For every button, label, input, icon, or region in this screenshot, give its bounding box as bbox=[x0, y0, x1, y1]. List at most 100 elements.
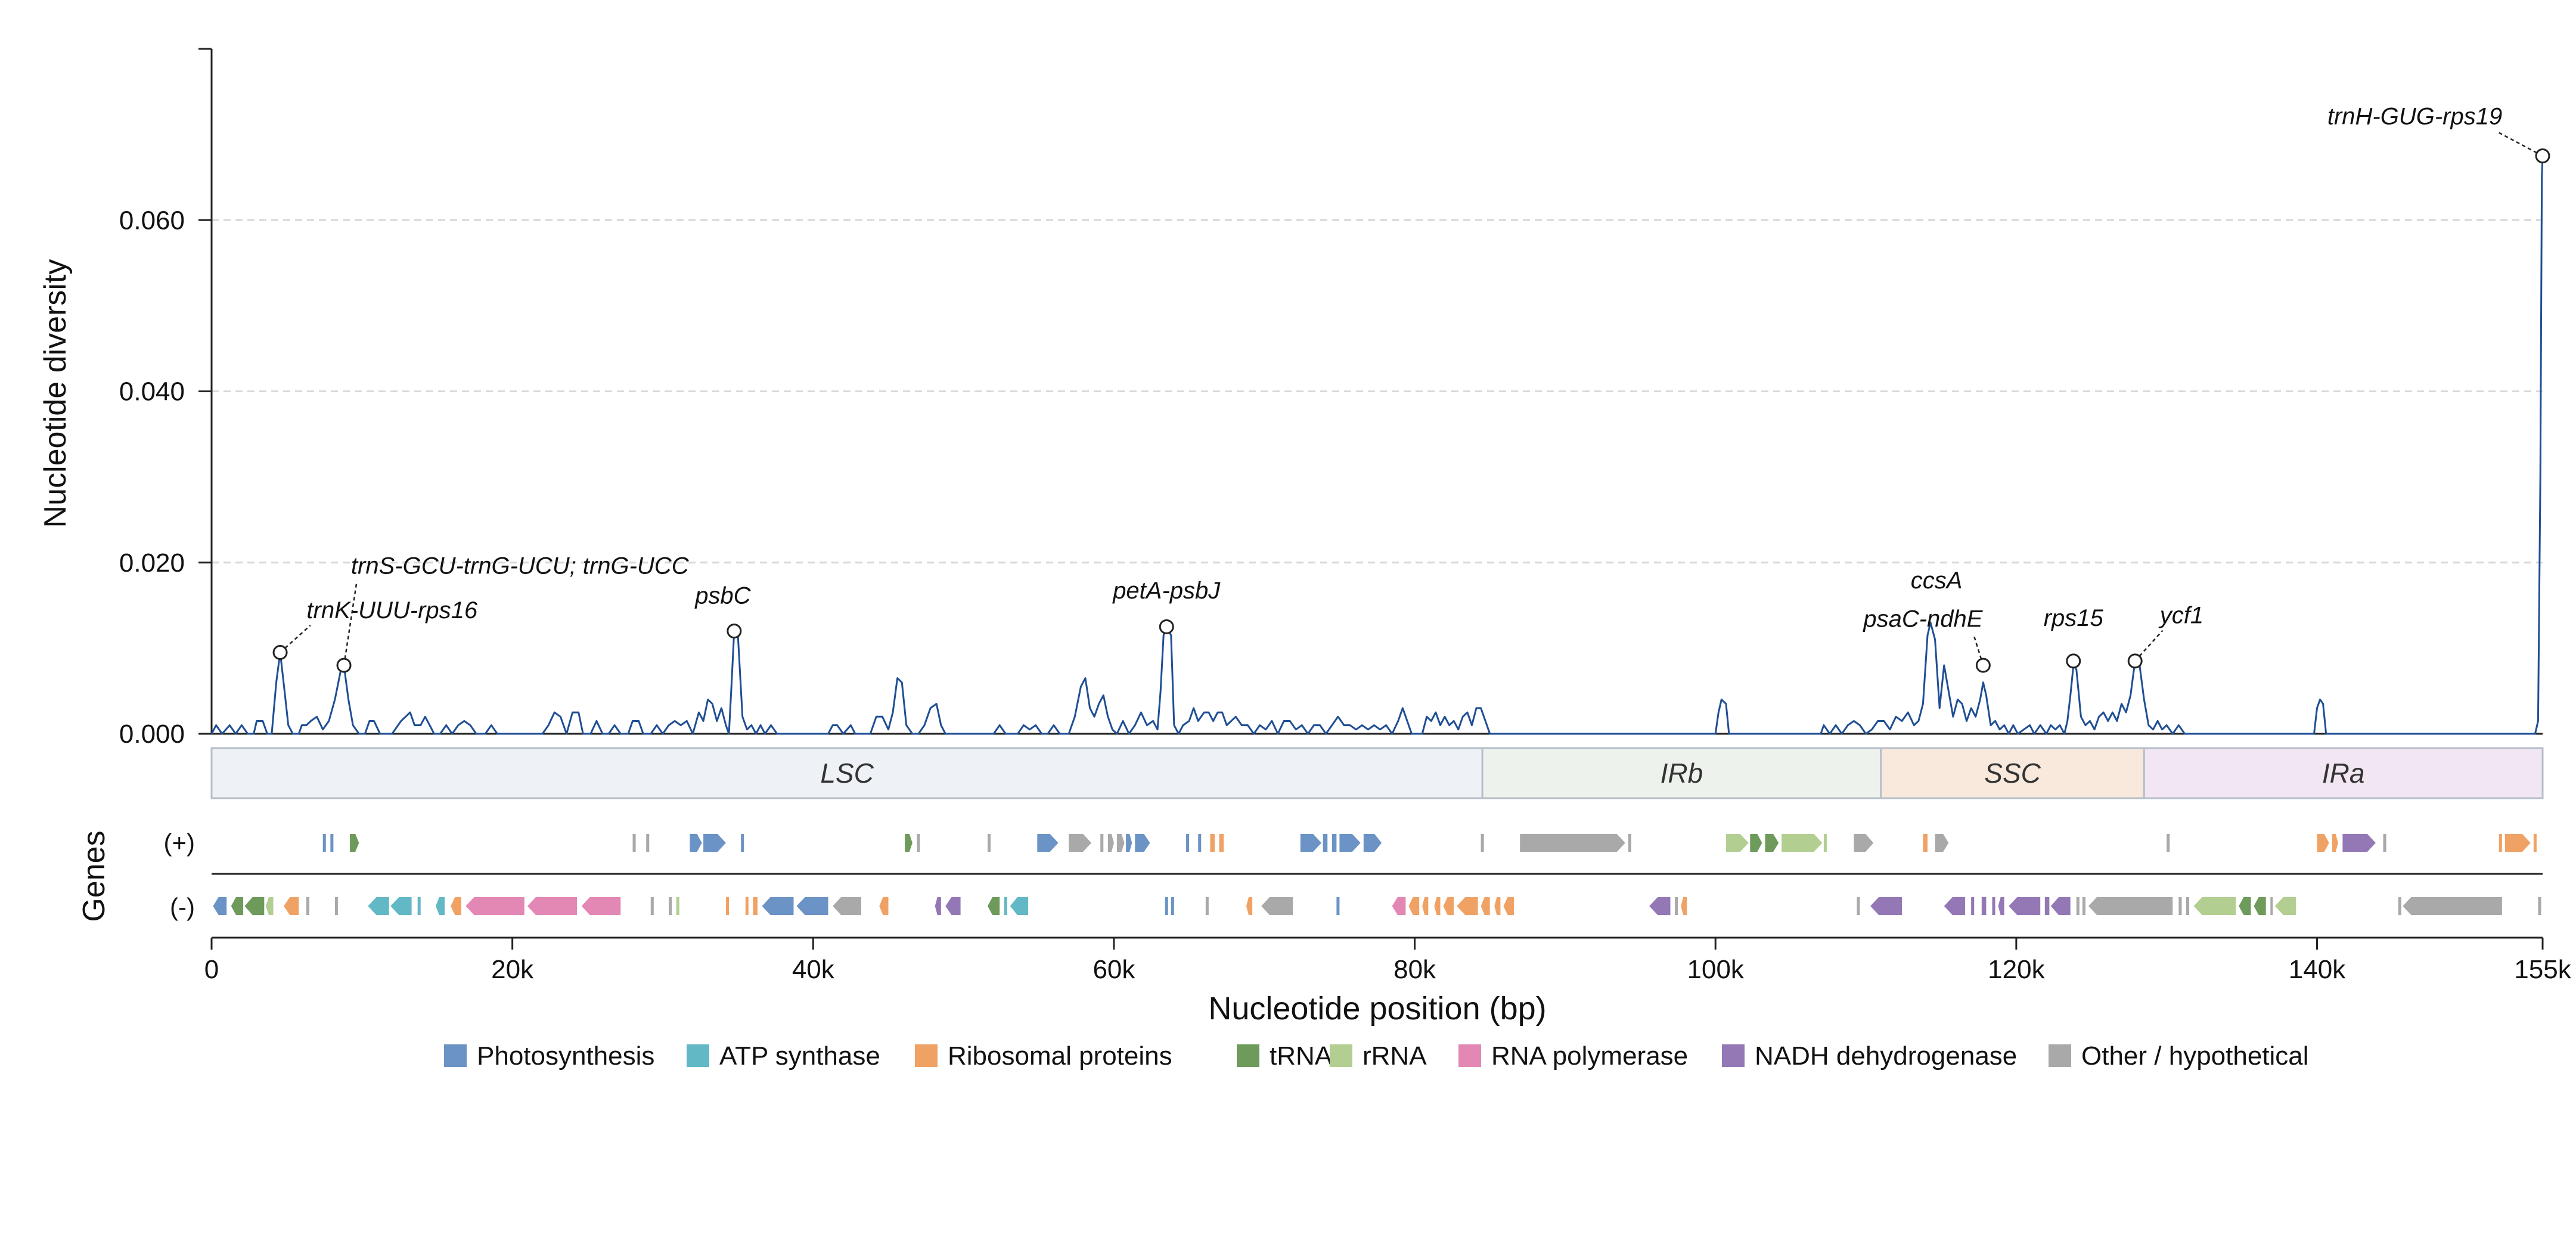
gene-arrow bbox=[2504, 834, 2531, 852]
gene-arrow bbox=[1037, 834, 1059, 852]
gene-arrow bbox=[527, 897, 578, 915]
gene-arrow bbox=[1408, 897, 1420, 915]
gene-arrow bbox=[350, 834, 359, 852]
gene-arrow bbox=[2088, 897, 2173, 915]
gene-arrow bbox=[1300, 834, 1322, 852]
gene-block bbox=[987, 834, 991, 852]
peak-marker bbox=[1159, 619, 1174, 634]
strand-plus-label: (+) bbox=[164, 829, 195, 857]
gene-block bbox=[330, 834, 334, 852]
genome-regions-band: LSC IRb SSC IRa bbox=[210, 747, 2544, 799]
gene-block bbox=[1100, 834, 1104, 852]
gene-arrow bbox=[1339, 834, 1361, 852]
legend-label: Other / hypothetical bbox=[2081, 1041, 2309, 1071]
legend-swatch bbox=[2049, 1044, 2071, 1067]
x-tick-label: 0 bbox=[204, 955, 219, 984]
gene-arrow bbox=[1010, 897, 1029, 915]
gene-arrow bbox=[1246, 897, 1253, 915]
gene-arrow bbox=[1069, 834, 1092, 852]
gene-block bbox=[417, 897, 421, 915]
gene-block bbox=[2082, 897, 2085, 915]
gene-arrow bbox=[703, 834, 726, 852]
region-block bbox=[1880, 747, 2145, 799]
diversity-series-line bbox=[210, 156, 2544, 735]
gene-arrow bbox=[796, 897, 828, 915]
minus-strand-genes bbox=[213, 897, 2541, 915]
peak-marker bbox=[727, 624, 742, 639]
legend-swatch bbox=[915, 1044, 938, 1067]
x-tick-label: 20k bbox=[491, 955, 534, 984]
gene-block bbox=[1198, 834, 1202, 852]
gene-block bbox=[646, 834, 650, 852]
legend-label: rRNA bbox=[1363, 1041, 1427, 1071]
gene-block bbox=[2533, 834, 2537, 852]
gene-block bbox=[2499, 834, 2502, 852]
peak-label: ycf1 bbox=[2158, 603, 2203, 629]
legend-label: RNA polymerase bbox=[1491, 1041, 1688, 1071]
gene-block bbox=[1171, 897, 1174, 915]
gene-arrow bbox=[988, 897, 1000, 915]
x-tick-label: 140k bbox=[2289, 955, 2346, 984]
y-axis-label: Nucleotide diversity bbox=[38, 259, 73, 528]
gene-arrow bbox=[2332, 834, 2338, 852]
legend-label: NADH dehydrogenase bbox=[1755, 1041, 2017, 1071]
plus-strand-genes bbox=[322, 834, 2537, 852]
legend-label: ATP synthase bbox=[719, 1041, 880, 1071]
peak-label: psbC bbox=[694, 583, 751, 609]
y-axis-ticks: 0.000 0.020 0.040 0.060 bbox=[119, 48, 212, 749]
gene-arrow bbox=[1494, 897, 1501, 915]
y-tick-label: 0.060 bbox=[119, 206, 185, 235]
legend-label: Photosynthesis bbox=[477, 1041, 654, 1071]
gene-block bbox=[1004, 897, 1007, 915]
gene-arrow bbox=[465, 897, 524, 915]
peak-label: trnS-GCU-trnG-UCU; trnG-UCC bbox=[351, 553, 690, 579]
gene-arrow bbox=[436, 897, 445, 915]
legend-swatch bbox=[1237, 1044, 1259, 1067]
gene-arrow bbox=[2403, 897, 2502, 915]
peak-marker bbox=[336, 657, 352, 673]
gene-arrow bbox=[1782, 834, 1823, 852]
gene-arrow bbox=[762, 897, 794, 915]
peak-marker bbox=[2127, 653, 2143, 669]
gene-arrow bbox=[935, 897, 941, 915]
gene-arrow bbox=[451, 897, 461, 915]
x-tick-label: 120k bbox=[1988, 955, 2045, 984]
gene-block bbox=[1481, 834, 1484, 852]
gene-block bbox=[2398, 897, 2401, 915]
gene-arrow bbox=[390, 897, 412, 915]
region-label: LSC bbox=[820, 758, 874, 789]
x-axis: 0 20k 40k 60k 80k 100k 120k 140k 155k Nucleotide… bbox=[204, 936, 2572, 1026]
peak-marker bbox=[2066, 653, 2081, 669]
gene-block bbox=[1336, 897, 1340, 915]
peak-marker bbox=[2535, 148, 2550, 164]
gene-block bbox=[1923, 834, 1928, 852]
y-tick-label: 0.040 bbox=[119, 377, 185, 407]
gene-arrow bbox=[2342, 834, 2376, 852]
gene-block bbox=[2076, 897, 2080, 915]
gene-block bbox=[2538, 897, 2541, 915]
gene-arrow bbox=[1434, 897, 1441, 915]
gene-arrow bbox=[1765, 834, 1779, 852]
gene-block bbox=[753, 897, 758, 915]
peak-marker bbox=[1975, 657, 1991, 673]
region-label: SSC bbox=[1984, 758, 2041, 789]
gene-arrow bbox=[2274, 897, 2296, 915]
gene-block bbox=[1675, 897, 1678, 915]
gene-arrow bbox=[2009, 897, 2041, 915]
gene-arrow bbox=[244, 897, 265, 915]
gene-arrow bbox=[690, 834, 702, 852]
gene-arrow bbox=[1261, 897, 1293, 915]
gene-block bbox=[725, 897, 729, 915]
gene-arrow bbox=[1681, 897, 1687, 915]
gene-arrow bbox=[1854, 834, 1874, 852]
gene-arrow bbox=[1725, 834, 1749, 852]
legend-label: Ribosomal proteins bbox=[948, 1041, 1172, 1071]
gene-block bbox=[2178, 897, 2182, 915]
peak-leader-line bbox=[343, 581, 358, 666]
region-label: IRb bbox=[1661, 758, 1703, 789]
region-label: IRa bbox=[2322, 758, 2365, 789]
x-axis-ticks: 0 20k 40k 60k 80k 100k 120k 140k 155k bbox=[204, 938, 2572, 984]
gene-arrow bbox=[265, 897, 274, 915]
gene-block bbox=[741, 834, 744, 852]
